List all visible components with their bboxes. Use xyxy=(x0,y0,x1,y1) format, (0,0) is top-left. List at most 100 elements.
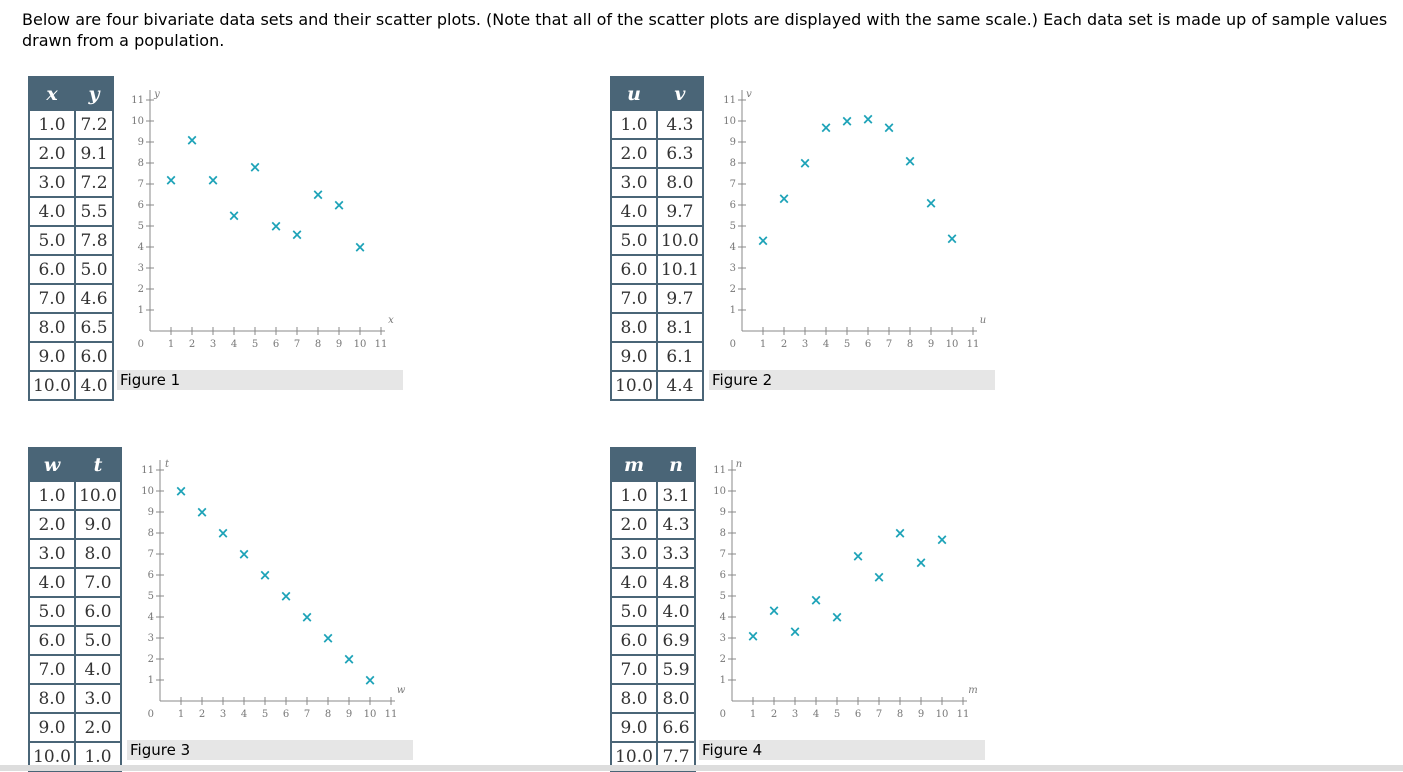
table-cell-col1: 6.0 xyxy=(610,625,658,656)
table-row: 8.0 3.0 xyxy=(28,683,122,714)
table-row: 6.0 5.0 xyxy=(28,254,114,285)
table-cell-col1: 8.0 xyxy=(610,312,658,343)
table-row: 7.0 4.0 xyxy=(28,654,122,685)
x-tick-label: 4 xyxy=(813,709,819,720)
table-cell-col1: 9.0 xyxy=(28,341,76,372)
x-tick-label: 1 xyxy=(760,339,766,350)
x-tick-label: 11 xyxy=(385,709,398,720)
x-tick-label: 8 xyxy=(897,709,903,720)
y-axis-label: v xyxy=(746,89,752,100)
table-cell-col2: 6.5 xyxy=(74,312,114,343)
table-row: 8.0 6.5 xyxy=(28,312,114,343)
y-tick-label: 3 xyxy=(730,263,736,274)
table-header-col2: v xyxy=(656,76,704,111)
table-cell-col1: 1.0 xyxy=(28,109,76,140)
x-tick-label: 4 xyxy=(823,339,829,350)
y-tick-label: 2 xyxy=(720,654,726,665)
table-cell-col2: 8.0 xyxy=(656,167,704,198)
table-cell-col1: 1.0 xyxy=(610,109,658,140)
y-tick-label: 11 xyxy=(141,465,154,476)
y-tick-label: 8 xyxy=(148,528,154,539)
data-point: × xyxy=(354,238,367,256)
data-point: × xyxy=(883,118,896,136)
x-tick-label: 5 xyxy=(252,339,258,350)
table-cell-col1: 7.0 xyxy=(610,654,658,685)
table-cell-col2: 5.5 xyxy=(74,196,114,227)
table-row: 1.0 4.3 xyxy=(610,109,704,140)
data-point: × xyxy=(196,503,209,521)
x-tick-label: 7 xyxy=(294,339,300,350)
table-header-col1: m xyxy=(610,447,658,482)
y-tick-label: 2 xyxy=(138,284,144,295)
y-tick-label: 11 xyxy=(723,95,736,106)
table-cell-col2: 8.0 xyxy=(656,683,696,714)
x-tick-label: 8 xyxy=(325,709,331,720)
table-row: 5.0 7.8 xyxy=(28,225,114,256)
table-row: 9.0 6.0 xyxy=(28,341,114,372)
y-tick-label: 5 xyxy=(148,591,154,602)
table-cell-col2: 5.0 xyxy=(74,254,114,285)
table-cell-col1: 1.0 xyxy=(610,480,658,511)
data-point: × xyxy=(810,591,823,609)
x-tick-label: 5 xyxy=(844,339,850,350)
table-row: 2.0 9.0 xyxy=(28,509,122,540)
y-tick-label: 3 xyxy=(148,633,154,644)
data-point: × xyxy=(322,629,335,647)
table-cell-col2: 6.9 xyxy=(656,625,696,656)
table-row: 9.0 6.1 xyxy=(610,341,704,372)
table-cell-col2: 9.0 xyxy=(74,509,122,540)
table-cell-col1: 8.0 xyxy=(610,683,658,714)
data-point: × xyxy=(165,171,178,189)
table-cell-col2: 4.6 xyxy=(74,283,114,314)
table-cell-col2: 4.0 xyxy=(74,370,114,401)
data-point: × xyxy=(301,608,314,626)
data-point: × xyxy=(862,110,875,128)
x-tick-label: 9 xyxy=(928,339,934,350)
x-tick-label: 9 xyxy=(336,339,342,350)
data-point: × xyxy=(228,207,241,225)
x-tick-label: 4 xyxy=(241,709,247,720)
table-header-col1: x xyxy=(28,76,76,111)
data-point: × xyxy=(280,587,293,605)
table-cell-col1: 6.0 xyxy=(610,254,658,285)
table-row: 5.0 10.0 xyxy=(610,225,704,256)
x-tick-label: 6 xyxy=(273,339,279,350)
x-tick-label: 3 xyxy=(792,709,798,720)
table-cell-col2: 9.7 xyxy=(656,196,704,227)
table-cell-col1: 4.0 xyxy=(610,196,658,227)
data-point: × xyxy=(894,524,907,542)
data-table-1: x y 1.0 7.2 2.0 9.1 3.0 7.2 4.0 5.5 5.0 7.8 6.0 5.0… xyxy=(28,76,114,401)
table-cell-col1: 9.0 xyxy=(28,712,76,743)
table-cell-col2: 4.4 xyxy=(656,370,704,401)
table-header-col2: t xyxy=(74,447,122,482)
table-cell-col1: 5.0 xyxy=(610,596,658,627)
data-table-2: u v 1.0 4.3 2.0 6.3 3.0 8.0 4.0 9.7 5.0 10.0 6.0 10… xyxy=(610,76,704,401)
table-cell-col2: 6.6 xyxy=(656,712,696,743)
table-cell-col1: 6.0 xyxy=(28,625,76,656)
x-axis-label: u xyxy=(980,315,986,326)
table-cell-col2: 4.0 xyxy=(656,596,696,627)
table-row: 4.0 9.7 xyxy=(610,196,704,227)
data-point: × xyxy=(291,225,304,243)
y-tick-label: 8 xyxy=(720,528,726,539)
table-cell-col1: 2.0 xyxy=(28,509,76,540)
table-header-col1: u xyxy=(610,76,658,111)
table-row: 3.0 8.0 xyxy=(610,167,704,198)
data-point: × xyxy=(799,154,812,172)
data-point: × xyxy=(936,530,949,548)
table-cell-col2: 6.0 xyxy=(74,341,114,372)
table-cell-col2: 10.0 xyxy=(74,480,122,511)
x-tick-label: 5 xyxy=(262,709,268,720)
x-tick-label: 10 xyxy=(936,709,949,720)
table-row: 7.0 4.6 xyxy=(28,283,114,314)
table-cell-col2: 5.9 xyxy=(656,654,696,685)
table-cell-col1: 2.0 xyxy=(28,138,76,169)
data-point: × xyxy=(925,194,938,212)
data-point: × xyxy=(259,566,272,584)
table-row: 5.0 4.0 xyxy=(610,596,696,627)
table-row: 7.0 9.7 xyxy=(610,283,704,314)
data-point: × xyxy=(238,545,251,563)
x-tick-label: 11 xyxy=(375,339,388,350)
y-tick-label: 3 xyxy=(720,633,726,644)
